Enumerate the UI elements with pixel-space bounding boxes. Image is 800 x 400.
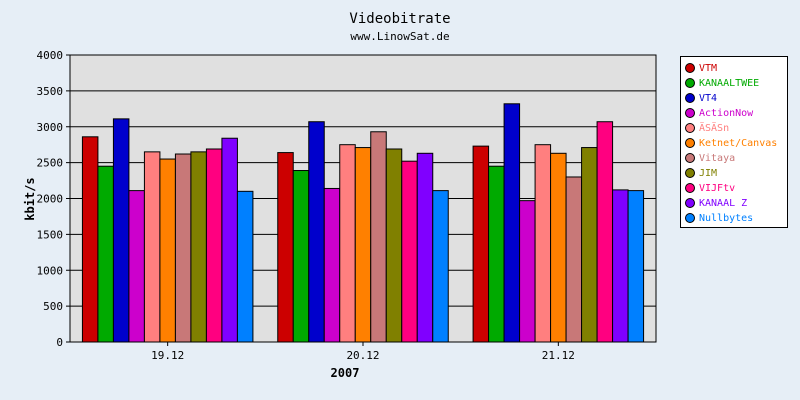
x-tick-label: 21.12 [542, 349, 575, 362]
bar-kanaal-z-21.12 [612, 189, 629, 343]
legend-label: ActionNow [699, 107, 754, 119]
bar-jim-21.12 [581, 147, 598, 343]
legend-item: VIJFtv [685, 181, 735, 195]
legend-swatch [685, 93, 695, 103]
legend-label: VT4 [699, 92, 718, 104]
legend-label: KANAAL Z [699, 197, 748, 209]
y-tick-label: 2000 [37, 193, 64, 206]
bars [81, 103, 645, 343]
y-axis-label: kbit/s [23, 177, 37, 220]
bar-vijftv-19.12 [205, 148, 223, 343]
legend-label: Vitaya [699, 152, 736, 164]
y-tick-label: 3000 [37, 121, 64, 134]
legend-swatch [685, 213, 695, 223]
bar-ketnet-canvas-21.12 [550, 152, 567, 343]
y-axis-ticks: 0 500 1000 1500 2000 2500 3000 3500 4000 [37, 49, 70, 349]
x-tick-label: 20.12 [346, 349, 379, 362]
bar-nullbytes-20.12 [432, 190, 449, 343]
legend-label: Nullbytes [699, 212, 754, 224]
legend-item: JIM [685, 166, 717, 180]
legend-label: Ketnet/Canvas [699, 137, 778, 149]
legend-item: KANAALTWEE [685, 76, 759, 90]
legend: VTM KANAALTWEE VT4 ActionNow ÄSÄSn Ketnet/Can… [680, 56, 788, 228]
bar-jim-19.12 [190, 151, 207, 343]
y-tick-label: 500 [43, 300, 63, 313]
bar--s-sn-19.12 [143, 151, 161, 343]
legend-label: ÄSÄSn [699, 122, 730, 134]
legend-swatch [685, 63, 695, 73]
legend-item: ActionNow [685, 106, 753, 120]
y-tick-label: 4000 [37, 49, 64, 62]
legend-label: KANAALTWEE [699, 77, 760, 89]
bar-kanaaltwee-20.12 [292, 170, 310, 343]
legend-item: ÄSÄSn [685, 121, 729, 135]
bar--s-sn-20.12 [339, 144, 356, 343]
bar-vtm-21.12 [472, 145, 490, 343]
x-tick-label: 19.12 [151, 349, 184, 362]
bar-vt4-21.12 [503, 103, 521, 343]
legend-swatch [685, 183, 695, 193]
legend-swatch [685, 123, 695, 133]
chart-subtitle: www.LinowSat.de [350, 30, 450, 43]
y-tick-label: 1500 [37, 228, 64, 241]
bar-kanaaltwee-19.12 [97, 165, 114, 343]
legend-item: Nullbytes [685, 211, 753, 225]
bar-jim-20.12 [385, 148, 403, 343]
bar-actionnow-19.12 [128, 190, 145, 343]
legend-swatch [685, 108, 695, 118]
bar-nullbytes-19.12 [236, 190, 254, 343]
legend-swatch [685, 168, 695, 178]
legend-label: VIJFtv [699, 182, 736, 194]
y-tick-label: 1000 [37, 264, 64, 277]
legend-swatch [685, 153, 695, 163]
legend-item: Ketnet/Canvas [685, 136, 777, 150]
chart-title: Videobitrate [349, 11, 451, 27]
bar-vitaya-21.12 [565, 176, 583, 343]
bar--s-sn-21.12 [534, 144, 552, 343]
bar-vitaya-20.12 [370, 131, 387, 343]
legend-swatch [685, 138, 695, 148]
y-tick-label: 0 [56, 336, 63, 349]
legend-swatch [685, 198, 695, 208]
y-tick-label: 3500 [37, 85, 64, 98]
bar-kanaal-z-19.12 [221, 137, 238, 343]
legend-label: VTM [699, 62, 718, 74]
bar-vt4-19.12 [112, 118, 130, 343]
bar-actionnow-20.12 [323, 187, 341, 343]
bar-nullbytes-21.12 [627, 190, 645, 343]
bar-kanaaltwee-21.12 [488, 165, 505, 343]
legend-label: JIM [699, 167, 718, 179]
bar-vtm-19.12 [81, 136, 99, 343]
legend-item: VT4 [685, 91, 717, 105]
bar-kanaal-z-20.12 [416, 152, 434, 343]
legend-item: Vitaya [685, 151, 735, 165]
bar-vtm-20.12 [277, 152, 294, 343]
bar-ketnet-canvas-19.12 [159, 158, 176, 343]
legend-item: VTM [685, 61, 717, 75]
bar-vijftv-21.12 [596, 121, 614, 343]
x-axis-label: 2007 [331, 366, 360, 380]
bar-vt4-20.12 [308, 121, 325, 343]
bar-actionnow-21.12 [519, 200, 536, 343]
bar-ketnet-canvas-20.12 [354, 147, 372, 343]
bar-vijftv-20.12 [401, 160, 418, 343]
legend-item: KANAAL Z [685, 196, 747, 210]
bar-vitaya-19.12 [174, 153, 192, 343]
y-tick-label: 2500 [37, 157, 64, 170]
legend-swatch [685, 78, 695, 88]
x-axis-ticks: 19.12 20.12 21.12 [151, 342, 575, 362]
